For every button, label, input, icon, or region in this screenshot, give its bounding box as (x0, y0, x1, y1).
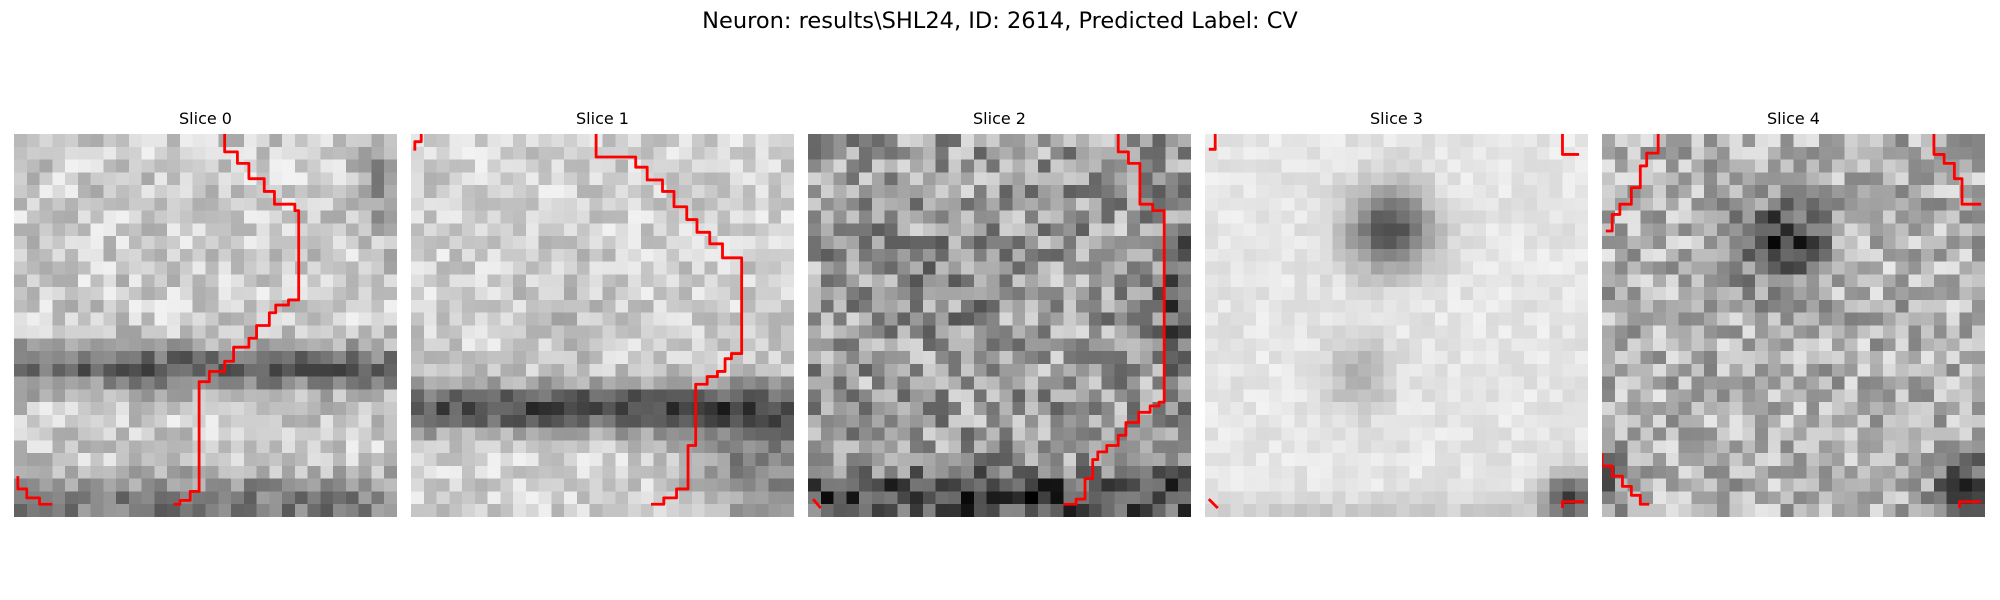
contour-line (1602, 134, 1982, 509)
slice-title-2: Slice 2 (973, 109, 1026, 128)
slice-title-1: Slice 1 (576, 109, 629, 128)
slice-image-1 (411, 134, 794, 517)
slice-image-4 (1602, 134, 1985, 517)
slice-title-4: Slice 4 (1767, 109, 1820, 128)
slice-image-3 (1205, 134, 1588, 517)
slice-image-0 (14, 134, 397, 517)
slice-image-2 (808, 134, 1191, 517)
contour-line (812, 134, 1166, 509)
slice-title-0: Slice 0 (179, 109, 232, 128)
slice-title-3: Slice 3 (1370, 109, 1423, 128)
contour-line (413, 134, 744, 506)
contour-line (1207, 134, 1585, 510)
figure-title: Neuron: results\SHL24, ID: 2614, Predict… (702, 8, 1298, 34)
contour-line (16, 134, 301, 506)
